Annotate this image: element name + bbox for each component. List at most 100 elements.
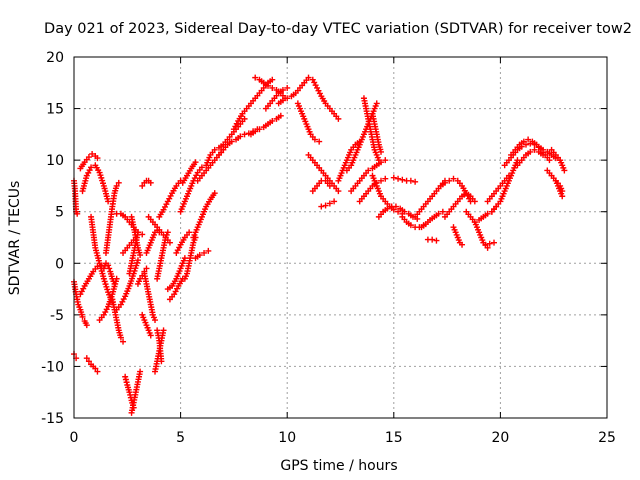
data-point — [471, 219, 478, 226]
data-point — [335, 115, 342, 122]
data-point — [450, 175, 457, 182]
data-point — [277, 112, 284, 119]
data-point — [85, 154, 92, 161]
data-point — [228, 138, 235, 145]
series-arc-11 — [102, 179, 122, 256]
series-arc-29 — [156, 177, 184, 220]
data-point — [520, 138, 527, 145]
series-arc-52 — [343, 100, 380, 174]
data-point — [392, 203, 399, 210]
series-arc-48 — [305, 151, 342, 195]
series-arc-5 — [71, 351, 80, 362]
plot-frame — [73, 56, 608, 419]
data-point — [122, 376, 129, 383]
series-arc-59 — [390, 174, 419, 185]
data-point — [94, 368, 101, 375]
data-point — [429, 236, 436, 243]
data-point — [106, 265, 113, 272]
y-tick-label: 0 — [55, 256, 64, 272]
data-point — [88, 164, 95, 171]
data-point — [540, 151, 547, 158]
y-tick-label: -5 — [50, 308, 64, 324]
series-arc-32 — [173, 229, 193, 256]
series-arc-46 — [301, 74, 342, 122]
x-axis-label: GPS time / hours — [280, 458, 397, 474]
chart-title: Day 021 of 2023, Sidereal Day-to-day VTE… — [44, 21, 632, 37]
data-point — [365, 167, 372, 174]
series-arc-8 — [77, 262, 105, 298]
data-point — [139, 182, 146, 189]
data-point — [318, 203, 325, 210]
series-arc-19 — [128, 213, 144, 259]
series-arc-35 — [181, 234, 199, 282]
data-point — [399, 176, 406, 183]
data-point — [484, 244, 491, 251]
x-tick-label: 5 — [176, 430, 185, 446]
data-point — [527, 148, 534, 155]
data-point — [459, 241, 466, 248]
data-point — [237, 133, 244, 140]
data-point — [85, 358, 92, 365]
data-point — [559, 193, 566, 200]
grid-lines — [74, 57, 607, 418]
series-arc-22 — [139, 177, 154, 189]
data-point — [196, 252, 203, 259]
data-point — [390, 174, 397, 181]
series-arc-54 — [369, 110, 385, 155]
data-point — [152, 317, 159, 324]
series-arc-41 — [230, 76, 276, 133]
series-arc-7 — [88, 213, 116, 306]
data-point — [561, 167, 568, 174]
data-point — [378, 159, 385, 166]
series-arc-10 — [100, 260, 118, 287]
data-point — [166, 239, 173, 246]
data-point — [395, 175, 402, 182]
series-arc-63 — [424, 236, 440, 244]
data-point — [316, 138, 323, 145]
series-arc-74 — [514, 146, 547, 169]
data-point — [122, 373, 129, 380]
y-tick-label: 10 — [46, 153, 64, 169]
data-point — [311, 136, 318, 143]
data-point — [378, 148, 385, 155]
y-tick-label: 5 — [55, 205, 64, 221]
data-point — [117, 334, 124, 341]
data-point — [407, 177, 414, 184]
data-point — [164, 229, 171, 236]
data-point — [412, 178, 419, 185]
data-point — [79, 313, 86, 320]
y-tick-label: -10 — [41, 359, 64, 375]
data-point — [326, 200, 333, 207]
series-arc-30 — [164, 255, 188, 293]
series-arc-62 — [418, 208, 446, 231]
data-point — [252, 74, 259, 81]
data-point — [120, 338, 127, 345]
series-arc-70 — [484, 172, 512, 205]
x-tick-label: 25 — [598, 430, 616, 446]
data-point — [256, 126, 263, 133]
data-point — [441, 179, 448, 186]
data-point — [160, 327, 167, 334]
data-point — [531, 146, 538, 153]
series-arc-28 — [154, 229, 171, 282]
data-point — [331, 198, 338, 205]
data-point — [279, 97, 286, 104]
series-arc-37 — [192, 247, 212, 262]
data-point — [186, 229, 193, 236]
x-tick-label: 10 — [278, 430, 296, 446]
y-tick-label: -15 — [41, 411, 64, 427]
data-point — [211, 190, 218, 197]
data-point — [205, 247, 212, 254]
data-point — [201, 249, 208, 256]
series-arc-43 — [247, 112, 284, 138]
data-point — [390, 206, 397, 213]
data-point — [484, 210, 491, 217]
data-point — [471, 198, 478, 205]
data-point — [123, 379, 130, 386]
data-point — [143, 265, 150, 272]
x-tick-label: 20 — [491, 430, 509, 446]
data-point — [137, 275, 144, 282]
series-arc-4 — [83, 355, 101, 375]
series-arc-27 — [152, 327, 167, 375]
